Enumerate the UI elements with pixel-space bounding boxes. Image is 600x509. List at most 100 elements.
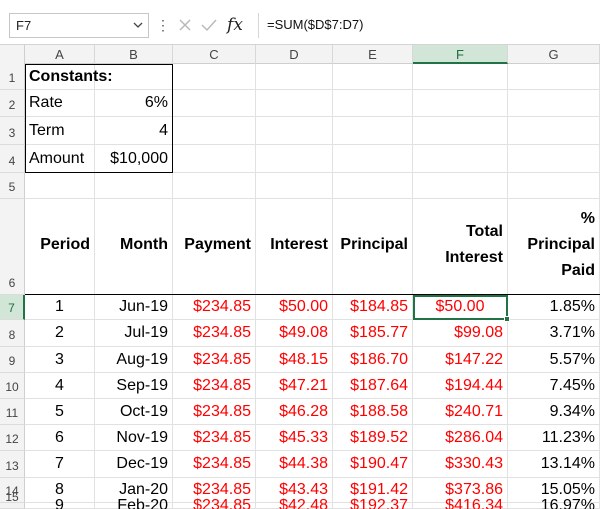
cell-g10[interactable]: 7.45% xyxy=(508,373,600,399)
cell-c12[interactable]: $234.85 xyxy=(173,425,256,451)
cell-g15[interactable]: 16.97% xyxy=(508,497,600,509)
chevron-down-icon[interactable] xyxy=(133,17,143,36)
row-header-2[interactable]: 2 xyxy=(0,90,25,117)
cell-g12[interactable]: 11.23% xyxy=(508,425,600,451)
cell-b4[interactable]: $10,000 xyxy=(95,145,173,173)
cell-a15[interactable]: 9 xyxy=(25,497,95,509)
row-header-12[interactable]: 12 xyxy=(0,425,25,451)
cell-e12[interactable]: $189.52 xyxy=(333,425,413,451)
cell-d12[interactable]: $45.33 xyxy=(256,425,333,451)
cell-d3[interactable] xyxy=(256,117,333,145)
cell-f5[interactable] xyxy=(413,173,508,199)
row-header-6[interactable]: 6 xyxy=(0,199,25,295)
cell-c2[interactable] xyxy=(173,90,256,117)
cell-e13[interactable]: $190.47 xyxy=(333,451,413,478)
cell-a7[interactable]: 1 xyxy=(25,295,95,320)
cell-e5[interactable] xyxy=(333,173,413,199)
cell-e1[interactable] xyxy=(333,64,413,90)
cell-c6[interactable]: Payment xyxy=(173,199,256,295)
row-header-8[interactable]: 8 xyxy=(0,320,25,347)
cell-d10[interactable]: $47.21 xyxy=(256,373,333,399)
more-options-icon[interactable]: ⋮ xyxy=(156,17,170,33)
cell-d8[interactable]: $49.08 xyxy=(256,320,333,347)
row-header-5[interactable]: 5 xyxy=(0,173,25,199)
cell-e4[interactable] xyxy=(333,145,413,173)
cell-f11[interactable]: $240.71 xyxy=(413,399,508,425)
cell-f14[interactable]: $373.86 xyxy=(413,478,508,503)
cell-b10[interactable]: Sep-19 xyxy=(95,373,173,399)
cell-c14[interactable]: $234.85 xyxy=(173,478,256,503)
cell-c13[interactable]: $234.85 xyxy=(173,451,256,478)
cell-c4[interactable] xyxy=(173,145,256,173)
cell-f1[interactable] xyxy=(413,64,508,90)
cell-e9[interactable]: $186.70 xyxy=(333,347,413,373)
row-header-1[interactable]: 1 xyxy=(0,64,25,90)
cell-d5[interactable] xyxy=(256,173,333,199)
cell-a4[interactable]: Amount xyxy=(25,145,95,173)
cell-a3[interactable]: Term xyxy=(25,117,95,145)
cell-b6[interactable]: Month xyxy=(95,199,173,295)
cell-c3[interactable] xyxy=(173,117,256,145)
cell-d14[interactable]: $43.43 xyxy=(256,478,333,503)
row-header-11[interactable]: 11 xyxy=(0,399,25,425)
cell-e11[interactable]: $188.58 xyxy=(333,399,413,425)
cell-f3[interactable] xyxy=(413,117,508,145)
cell-g5[interactable] xyxy=(508,173,600,199)
cell-d15[interactable]: $42.48 xyxy=(256,497,333,509)
cell-b3[interactable]: 4 xyxy=(95,117,173,145)
cell-a14[interactable]: 8 xyxy=(25,478,95,503)
row-header-7[interactable]: 7 xyxy=(0,295,25,320)
cell-g4[interactable] xyxy=(508,145,600,173)
cell-f2[interactable] xyxy=(413,90,508,117)
cell-a8[interactable]: 2 xyxy=(25,320,95,347)
cell-d2[interactable] xyxy=(256,90,333,117)
cell-a6[interactable]: Period xyxy=(25,199,95,295)
cell-d9[interactable]: $48.15 xyxy=(256,347,333,373)
row-header-9[interactable]: 9 xyxy=(0,347,25,373)
cell-b11[interactable]: Oct-19 xyxy=(95,399,173,425)
cell-c9[interactable]: $234.85 xyxy=(173,347,256,373)
cell-b5[interactable] xyxy=(95,173,173,199)
cancel-icon[interactable] xyxy=(174,14,196,36)
cell-b13[interactable]: Dec-19 xyxy=(95,451,173,478)
cell-g13[interactable]: 13.14% xyxy=(508,451,600,478)
cell-d13[interactable]: $44.38 xyxy=(256,451,333,478)
cell-g6[interactable]: % Principal Paid xyxy=(508,199,600,295)
cell-e3[interactable] xyxy=(333,117,413,145)
cell-a12[interactable]: 6 xyxy=(25,425,95,451)
enter-icon[interactable] xyxy=(198,14,220,36)
column-header-f[interactable]: F xyxy=(413,45,508,64)
cell-b8[interactable]: Jul-19 xyxy=(95,320,173,347)
cell-c11[interactable]: $234.85 xyxy=(173,399,256,425)
cell-d7[interactable]: $50.00 xyxy=(256,295,333,320)
column-header-e[interactable]: E xyxy=(333,45,413,64)
cell-b2[interactable]: 6% xyxy=(95,90,173,117)
cell-b15[interactable]: Feb-20 xyxy=(95,497,173,509)
cell-f6[interactable]: Total Interest xyxy=(413,199,508,295)
column-header-g[interactable]: G xyxy=(508,45,600,64)
cell-b1[interactable] xyxy=(95,64,173,90)
cell-e6[interactable]: Principal xyxy=(333,199,413,295)
cell-a13[interactable]: 7 xyxy=(25,451,95,478)
cell-c1[interactable] xyxy=(173,64,256,90)
cell-e15[interactable]: $192.37 xyxy=(333,497,413,509)
cell-g1[interactable] xyxy=(508,64,600,90)
row-header-15[interactable]: 15 xyxy=(0,490,25,509)
cell-a1[interactable]: Constants: xyxy=(25,64,113,90)
cell-g9[interactable]: 5.57% xyxy=(508,347,600,373)
cell-g3[interactable] xyxy=(508,117,600,145)
cell-c15[interactable]: $234.85 xyxy=(173,497,256,509)
cell-e8[interactable]: $185.77 xyxy=(333,320,413,347)
cell-e2[interactable] xyxy=(333,90,413,117)
fill-handle[interactable] xyxy=(504,316,510,322)
cell-a9[interactable]: 3 xyxy=(25,347,95,373)
cell-g2[interactable] xyxy=(508,90,600,117)
cell-c10[interactable]: $234.85 xyxy=(173,373,256,399)
cell-f7[interactable]: $50.00 xyxy=(413,295,508,320)
cell-c5[interactable] xyxy=(173,173,256,199)
cell-c8[interactable]: $234.85 xyxy=(173,320,256,347)
formula-input[interactable]: =SUM($D$7:D7) xyxy=(258,13,593,38)
cell-a2[interactable]: Rate xyxy=(25,90,95,117)
column-header-b[interactable]: B xyxy=(95,45,173,64)
cell-f8[interactable]: $99.08 xyxy=(413,320,508,347)
